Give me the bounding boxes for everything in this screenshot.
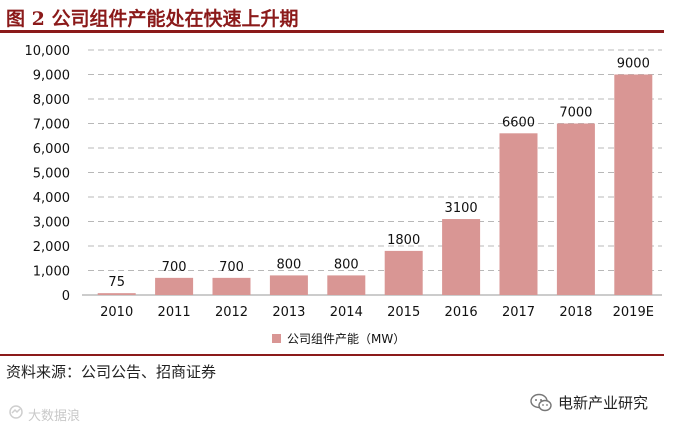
x-axis-tick-labels: 2010 2011 2012 2013 2014 2015 2016 2017 2018 2019… (100, 305, 654, 320)
y-tick-label: 6,000 (33, 142, 70, 157)
x-tick-label: 2011 (158, 305, 191, 320)
x-tick-label: 2018 (559, 305, 592, 320)
capacity-bar-chart: 0 1,000 2,000 3,000 4,000 5,000 6,000 7,000 8,00… (25, 44, 662, 346)
y-tick-label: 1,000 (33, 265, 70, 280)
bar-data-label: 3100 (445, 201, 478, 216)
bar (614, 74, 653, 295)
bar-data-label: 75 (108, 275, 125, 290)
bar (556, 123, 595, 295)
legend: 公司组件产能（MW） (272, 332, 405, 346)
x-tick-label: 2010 (100, 305, 133, 320)
bar (384, 250, 423, 295)
y-tick-label: 5,000 (33, 167, 70, 182)
bar-data-labels: 75 700 700 800 800 1800 3100 6600 7000 9000 (108, 57, 649, 291)
watermark-left: 大数据浪 (8, 404, 80, 424)
y-tick-label: 3,000 (33, 216, 70, 231)
x-tick-label: 2017 (502, 305, 535, 320)
source-note: 资料来源：公司公告、招商证券 (6, 363, 217, 381)
y-tick-label: 9,000 (33, 69, 70, 84)
y-tick-label: 10,000 (25, 44, 71, 59)
y-tick-label: 2,000 (33, 240, 70, 255)
bar-data-label: 6600 (502, 115, 535, 130)
bar-data-label: 700 (219, 260, 244, 275)
y-tick-label: 7,000 (33, 118, 70, 133)
bigdata-logo-icon (8, 404, 24, 424)
source-rule (0, 354, 664, 356)
wechat-icon (530, 393, 552, 413)
x-tick-label: 2013 (272, 305, 305, 320)
bar-data-label: 9000 (617, 57, 650, 72)
bar-data-label: 800 (334, 257, 359, 272)
bar (442, 219, 481, 295)
figure-title: 图 2 公司组件产能处在快速上升期 (6, 8, 299, 30)
bar (97, 293, 136, 295)
watermark-left-text: 大数据浪 (28, 408, 81, 424)
title-rule (0, 30, 664, 33)
x-tick-label: 2016 (445, 305, 478, 320)
watermark-right-text: 电新产业研究 (558, 394, 649, 412)
bar (327, 275, 366, 295)
legend-swatch (272, 334, 281, 343)
y-tick-label: 8,000 (33, 93, 70, 108)
x-tick-label: 2015 (387, 305, 420, 320)
bar-data-label: 7000 (559, 106, 592, 121)
y-axis-tick-labels: 0 1,000 2,000 3,000 4,000 5,000 6,000 7,000 8,00… (25, 44, 71, 304)
watermark-right: 电新产业研究 (530, 392, 648, 413)
x-tick-label: 2014 (330, 305, 363, 320)
bar-data-label: 700 (162, 260, 187, 275)
bar (269, 275, 308, 295)
bars (97, 74, 653, 295)
bar (499, 133, 538, 295)
x-tick-label: 2019E (613, 305, 654, 320)
bar (155, 277, 194, 295)
bar (212, 277, 251, 295)
bar-data-label: 1800 (387, 233, 420, 248)
bar-data-label: 800 (276, 257, 301, 272)
legend-label: 公司组件产能（MW） (287, 332, 405, 346)
y-tick-label: 4,000 (33, 191, 70, 206)
y-tick-label: 0 (62, 289, 70, 304)
x-tick-label: 2012 (215, 305, 248, 320)
